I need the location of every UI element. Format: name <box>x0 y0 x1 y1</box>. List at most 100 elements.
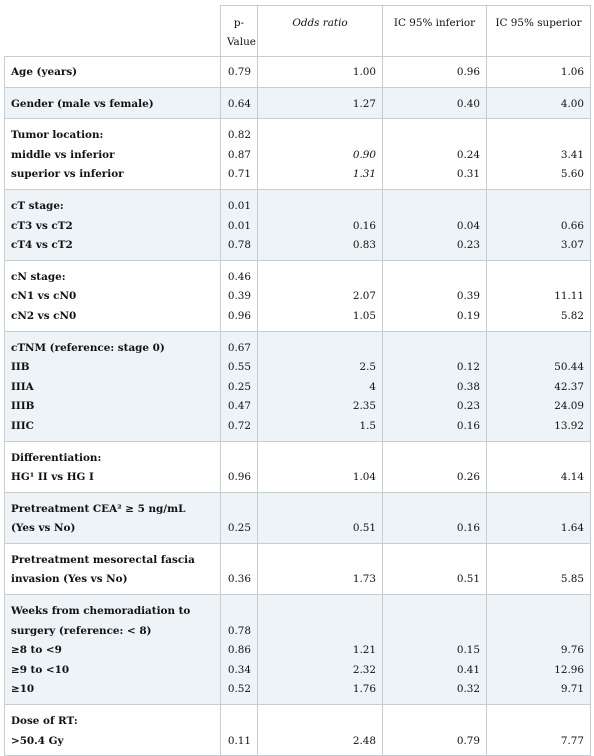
cell-line: 4 <box>369 380 376 393</box>
cell-line: 7.77 <box>560 734 584 747</box>
ic-superior-cell: 4.14 <box>486 440 591 493</box>
cell-line: 24.09 <box>554 400 584 413</box>
p-value-cell: 0.25 <box>220 491 258 544</box>
ic-inferior-cell: 0.26 <box>382 440 487 493</box>
cell-line: 0.67 <box>227 341 251 354</box>
cell-line: 0.86 <box>227 644 251 657</box>
table-row: Gender (male vs female) 0.64 1.27 0.40 4.00 <box>4 86 591 120</box>
row-label: cTNM (reference: stage 0) IIB IIIA IIIB IIIC <box>4 330 221 442</box>
cell-line: 1.21 <box>352 644 376 657</box>
cell-line: 0.90 <box>352 148 376 161</box>
row-label: Pretreatment CEA² ≥ 5 ng/mL (Yes vs No) <box>4 491 221 544</box>
cell-line <box>227 500 251 520</box>
cell-line: 0.51 <box>352 522 376 535</box>
cell-line: 13.92 <box>554 419 584 432</box>
table-row: cT stage: cT3 vs cT2 cT4 vs cT2 0.01 0.01 0.7… <box>4 188 591 261</box>
cell-line: 0.96 <box>227 471 251 484</box>
cell-line <box>264 126 376 146</box>
cell-line <box>493 551 584 571</box>
cell-line: 0.96 <box>227 309 251 322</box>
cell-line: ≥9 to <10 <box>11 663 70 676</box>
cell-line: 0.96 <box>456 66 480 78</box>
cell-line: 0.19 <box>456 309 480 322</box>
cell-line: IIIA <box>11 380 34 393</box>
cell-line <box>264 712 376 732</box>
cell-line: 0.83 <box>352 239 376 252</box>
p-value-cell: 0.79 <box>220 56 258 88</box>
p-value-cell: 0.11 <box>220 704 258 756</box>
cell-line: 1.73 <box>352 573 376 586</box>
cell-line <box>493 500 584 520</box>
cell-line: 1.27 <box>352 97 376 110</box>
cell-line: IIIC <box>11 419 34 432</box>
odds-ratio-cell: 0.90 1.31 <box>257 118 383 190</box>
cell-line: ≥10 <box>11 683 35 696</box>
cell-line: 0.82 <box>227 129 251 142</box>
cell-line: cTNM (reference: stage 0) <box>11 341 165 354</box>
cell-line <box>493 339 584 359</box>
cell-line: 50.44 <box>554 361 584 374</box>
ic-superior-cell: 0.66 3.07 <box>486 188 591 261</box>
cell-line <box>389 622 480 642</box>
cell-line: 5.85 <box>560 573 584 586</box>
cell-line: 0.16 <box>456 522 480 535</box>
p-value-cell: 0.82 0.87 0.71 <box>220 118 258 190</box>
cell-line: cN stage: <box>11 270 66 283</box>
cell-line <box>389 339 480 359</box>
ic-inferior-cell: 0.96 <box>382 56 487 88</box>
cell-line <box>493 712 584 732</box>
cell-line: cN2 vs cN0 <box>11 309 77 322</box>
cell-line <box>264 602 376 622</box>
cell-line: 0.12 <box>456 361 480 374</box>
cell-line <box>389 197 480 217</box>
cell-line <box>493 197 584 217</box>
cell-line: 0.71 <box>227 168 251 181</box>
cell-line: ≥8 to <9 <box>11 644 62 657</box>
header-row: p- Value Odds ratio IC 95% inferior IC 9… <box>4 5 591 57</box>
cell-line: Pretreatment CEA² ≥ 5 ng/mL <box>11 502 186 515</box>
cell-line: 0.51 <box>456 573 480 586</box>
ic-inferior-cell: 0.40 <box>382 86 487 120</box>
cell-line: 0.01 <box>227 219 251 232</box>
cell-line: 0.16 <box>352 219 376 232</box>
p-value-cell: 0.01 0.01 0.78 <box>220 188 258 261</box>
odds-ratio-cell: 0.16 0.83 <box>257 188 383 261</box>
row-label: cT stage: cT3 vs cT2 cT4 vs cT2 <box>4 188 221 261</box>
ic-superior-cell: 1.64 <box>486 491 591 544</box>
cell-line: >50.4 Gy <box>11 734 64 747</box>
cell-line: 0.11 <box>227 734 251 747</box>
cell-line <box>227 712 251 732</box>
ic-inferior-cell: 0.12 0.38 0.23 0.16 <box>382 330 487 442</box>
cell-line: 1.04 <box>352 471 376 484</box>
cell-line <box>389 712 480 732</box>
cell-line: Differentiation: <box>11 451 102 464</box>
cell-line <box>264 500 376 520</box>
cell-line: 0.87 <box>227 148 251 161</box>
odds-ratio-cell: 1.04 <box>257 440 383 493</box>
p-value-cell: 0.67 0.55 0.25 0.47 0.72 <box>220 330 258 442</box>
cell-line: 1.00 <box>352 66 376 78</box>
cell-line: 2.35 <box>352 400 376 413</box>
p-value-cell: 0.96 <box>220 440 258 493</box>
cell-line: 1.76 <box>352 683 376 696</box>
table-row: Tumor location: middle vs inferior superio… <box>4 118 591 190</box>
cell-line: 0.25 <box>227 380 251 393</box>
ic-superior-cell: 7.77 <box>486 704 591 756</box>
cell-line: 2.48 <box>352 734 376 747</box>
cell-line <box>389 449 480 469</box>
p-value-cell: 0.46 0.39 0.96 <box>220 259 258 332</box>
cell-line: cT4 vs cT2 <box>11 239 73 252</box>
cell-line: 0.46 <box>227 270 251 283</box>
cell-line: 2.07 <box>352 290 376 303</box>
cell-line: middle vs inferior <box>11 148 115 161</box>
results-table: p- Value Odds ratio IC 95% inferior IC 9… <box>4 5 591 756</box>
table-row: Pretreatment mesorectal fascia invasion (… <box>4 542 591 596</box>
cell-line: 3.41 <box>560 148 584 161</box>
cell-line: 0.31 <box>456 168 480 181</box>
cell-line <box>264 197 376 217</box>
cell-line: 1.5 <box>359 419 376 432</box>
cell-line: Tumor location: <box>11 129 104 142</box>
cell-line: 0.55 <box>227 361 251 374</box>
table-row: Pretreatment CEA² ≥ 5 ng/mL (Yes vs No) 0.… <box>4 491 591 544</box>
cell-line: 0.26 <box>456 471 480 484</box>
